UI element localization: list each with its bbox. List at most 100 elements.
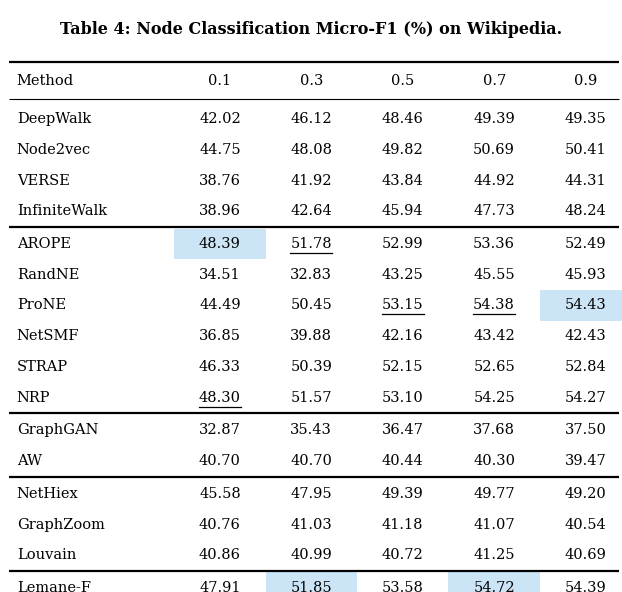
Text: 43.25: 43.25	[382, 268, 424, 282]
Text: ProNE: ProNE	[17, 298, 66, 313]
Text: 40.76: 40.76	[199, 517, 241, 532]
Text: 42.16: 42.16	[382, 329, 424, 343]
Text: 49.20: 49.20	[565, 487, 606, 501]
Text: 50.39: 50.39	[290, 360, 332, 374]
Text: 49.82: 49.82	[382, 143, 424, 157]
Text: Method: Method	[17, 73, 74, 88]
Text: 44.49: 44.49	[199, 298, 241, 313]
Text: 46.12: 46.12	[290, 112, 332, 126]
Text: 44.75: 44.75	[199, 143, 241, 157]
Text: 36.85: 36.85	[199, 329, 241, 343]
Text: 40.70: 40.70	[290, 454, 332, 468]
Text: 42.43: 42.43	[565, 329, 606, 343]
Text: 32.83: 32.83	[290, 268, 332, 282]
Text: 32.87: 32.87	[199, 423, 241, 437]
Text: 52.99: 52.99	[382, 237, 424, 251]
Text: 45.58: 45.58	[199, 487, 241, 501]
Text: 49.77: 49.77	[473, 487, 515, 501]
Text: 0.3: 0.3	[300, 73, 323, 88]
Text: 47.73: 47.73	[473, 204, 515, 218]
Text: DeepWalk: DeepWalk	[17, 112, 91, 126]
Text: 52.49: 52.49	[565, 237, 606, 251]
Text: 34.51: 34.51	[199, 268, 241, 282]
Text: AW: AW	[17, 454, 42, 468]
Text: 41.92: 41.92	[290, 173, 332, 188]
Text: RandNE: RandNE	[17, 268, 79, 282]
Text: 50.69: 50.69	[473, 143, 515, 157]
Text: Node2vec: Node2vec	[17, 143, 91, 157]
Text: 51.57: 51.57	[290, 391, 332, 405]
Text: 40.54: 40.54	[565, 517, 606, 532]
Text: 39.47: 39.47	[565, 454, 606, 468]
Text: 54.27: 54.27	[565, 391, 606, 405]
Text: 39.88: 39.88	[290, 329, 332, 343]
Text: 53.15: 53.15	[382, 298, 424, 313]
Text: 36.47: 36.47	[382, 423, 424, 437]
Text: 48.30: 48.30	[199, 391, 241, 405]
Text: 47.95: 47.95	[290, 487, 332, 501]
Text: 40.72: 40.72	[382, 548, 424, 562]
Text: 45.55: 45.55	[473, 268, 515, 282]
Text: 54.25: 54.25	[473, 391, 515, 405]
Text: 42.02: 42.02	[199, 112, 241, 126]
Text: 52.65: 52.65	[473, 360, 515, 374]
Text: 43.42: 43.42	[473, 329, 515, 343]
Text: VERSE: VERSE	[17, 173, 70, 188]
Text: 38.76: 38.76	[199, 173, 241, 188]
Text: 46.33: 46.33	[199, 360, 241, 374]
Text: 41.18: 41.18	[382, 517, 424, 532]
Text: AROPE: AROPE	[17, 237, 71, 251]
Text: 41.07: 41.07	[473, 517, 515, 532]
Text: 35.43: 35.43	[290, 423, 332, 437]
Text: 49.35: 49.35	[565, 112, 606, 126]
Text: GraphGAN: GraphGAN	[17, 423, 98, 437]
Text: 48.46: 48.46	[382, 112, 424, 126]
Text: 40.86: 40.86	[199, 548, 241, 562]
Text: InfiniteWalk: InfiniteWalk	[17, 204, 107, 218]
Text: GraphZoom: GraphZoom	[17, 517, 104, 532]
Text: 52.15: 52.15	[382, 360, 424, 374]
Text: 41.03: 41.03	[290, 517, 332, 532]
Text: NRP: NRP	[17, 391, 50, 405]
Text: 50.41: 50.41	[565, 143, 606, 157]
Text: 43.84: 43.84	[382, 173, 424, 188]
Text: 37.50: 37.50	[565, 423, 606, 437]
Text: 45.94: 45.94	[382, 204, 424, 218]
Text: 45.93: 45.93	[565, 268, 606, 282]
Text: 38.96: 38.96	[199, 204, 241, 218]
Text: STRAP: STRAP	[17, 360, 68, 374]
Text: 53.36: 53.36	[473, 237, 515, 251]
Text: 54.39: 54.39	[565, 581, 606, 592]
Text: 44.31: 44.31	[565, 173, 606, 188]
Text: 48.24: 48.24	[565, 204, 606, 218]
Text: 54.72: 54.72	[473, 581, 515, 592]
Text: 51.85: 51.85	[290, 581, 332, 592]
Text: 40.70: 40.70	[199, 454, 241, 468]
Text: 41.25: 41.25	[473, 548, 515, 562]
Text: 40.30: 40.30	[473, 454, 515, 468]
Text: 54.38: 54.38	[473, 298, 515, 313]
Text: 54.43: 54.43	[565, 298, 606, 313]
Text: 49.39: 49.39	[473, 112, 515, 126]
Text: 52.84: 52.84	[565, 360, 606, 374]
Text: 53.58: 53.58	[382, 581, 424, 592]
Text: NetSMF: NetSMF	[17, 329, 79, 343]
Text: 51.78: 51.78	[290, 237, 332, 251]
Text: 49.39: 49.39	[382, 487, 424, 501]
Text: 0.9: 0.9	[574, 73, 597, 88]
Text: 37.68: 37.68	[473, 423, 515, 437]
Text: Louvain: Louvain	[17, 548, 76, 562]
Text: 44.92: 44.92	[473, 173, 515, 188]
Text: 50.45: 50.45	[290, 298, 332, 313]
Text: Lemane-F: Lemane-F	[17, 581, 91, 592]
Text: 40.99: 40.99	[290, 548, 332, 562]
Text: 0.5: 0.5	[391, 73, 414, 88]
Text: Table 4: Node Classification Micro-F1 (%) on Wikipedia.: Table 4: Node Classification Micro-F1 (%…	[60, 21, 562, 38]
Text: NetHiex: NetHiex	[17, 487, 78, 501]
Text: 0.1: 0.1	[208, 73, 231, 88]
Text: 0.7: 0.7	[483, 73, 506, 88]
Text: 47.91: 47.91	[199, 581, 241, 592]
Text: 48.08: 48.08	[290, 143, 332, 157]
Text: 48.39: 48.39	[199, 237, 241, 251]
Text: 40.44: 40.44	[382, 454, 424, 468]
